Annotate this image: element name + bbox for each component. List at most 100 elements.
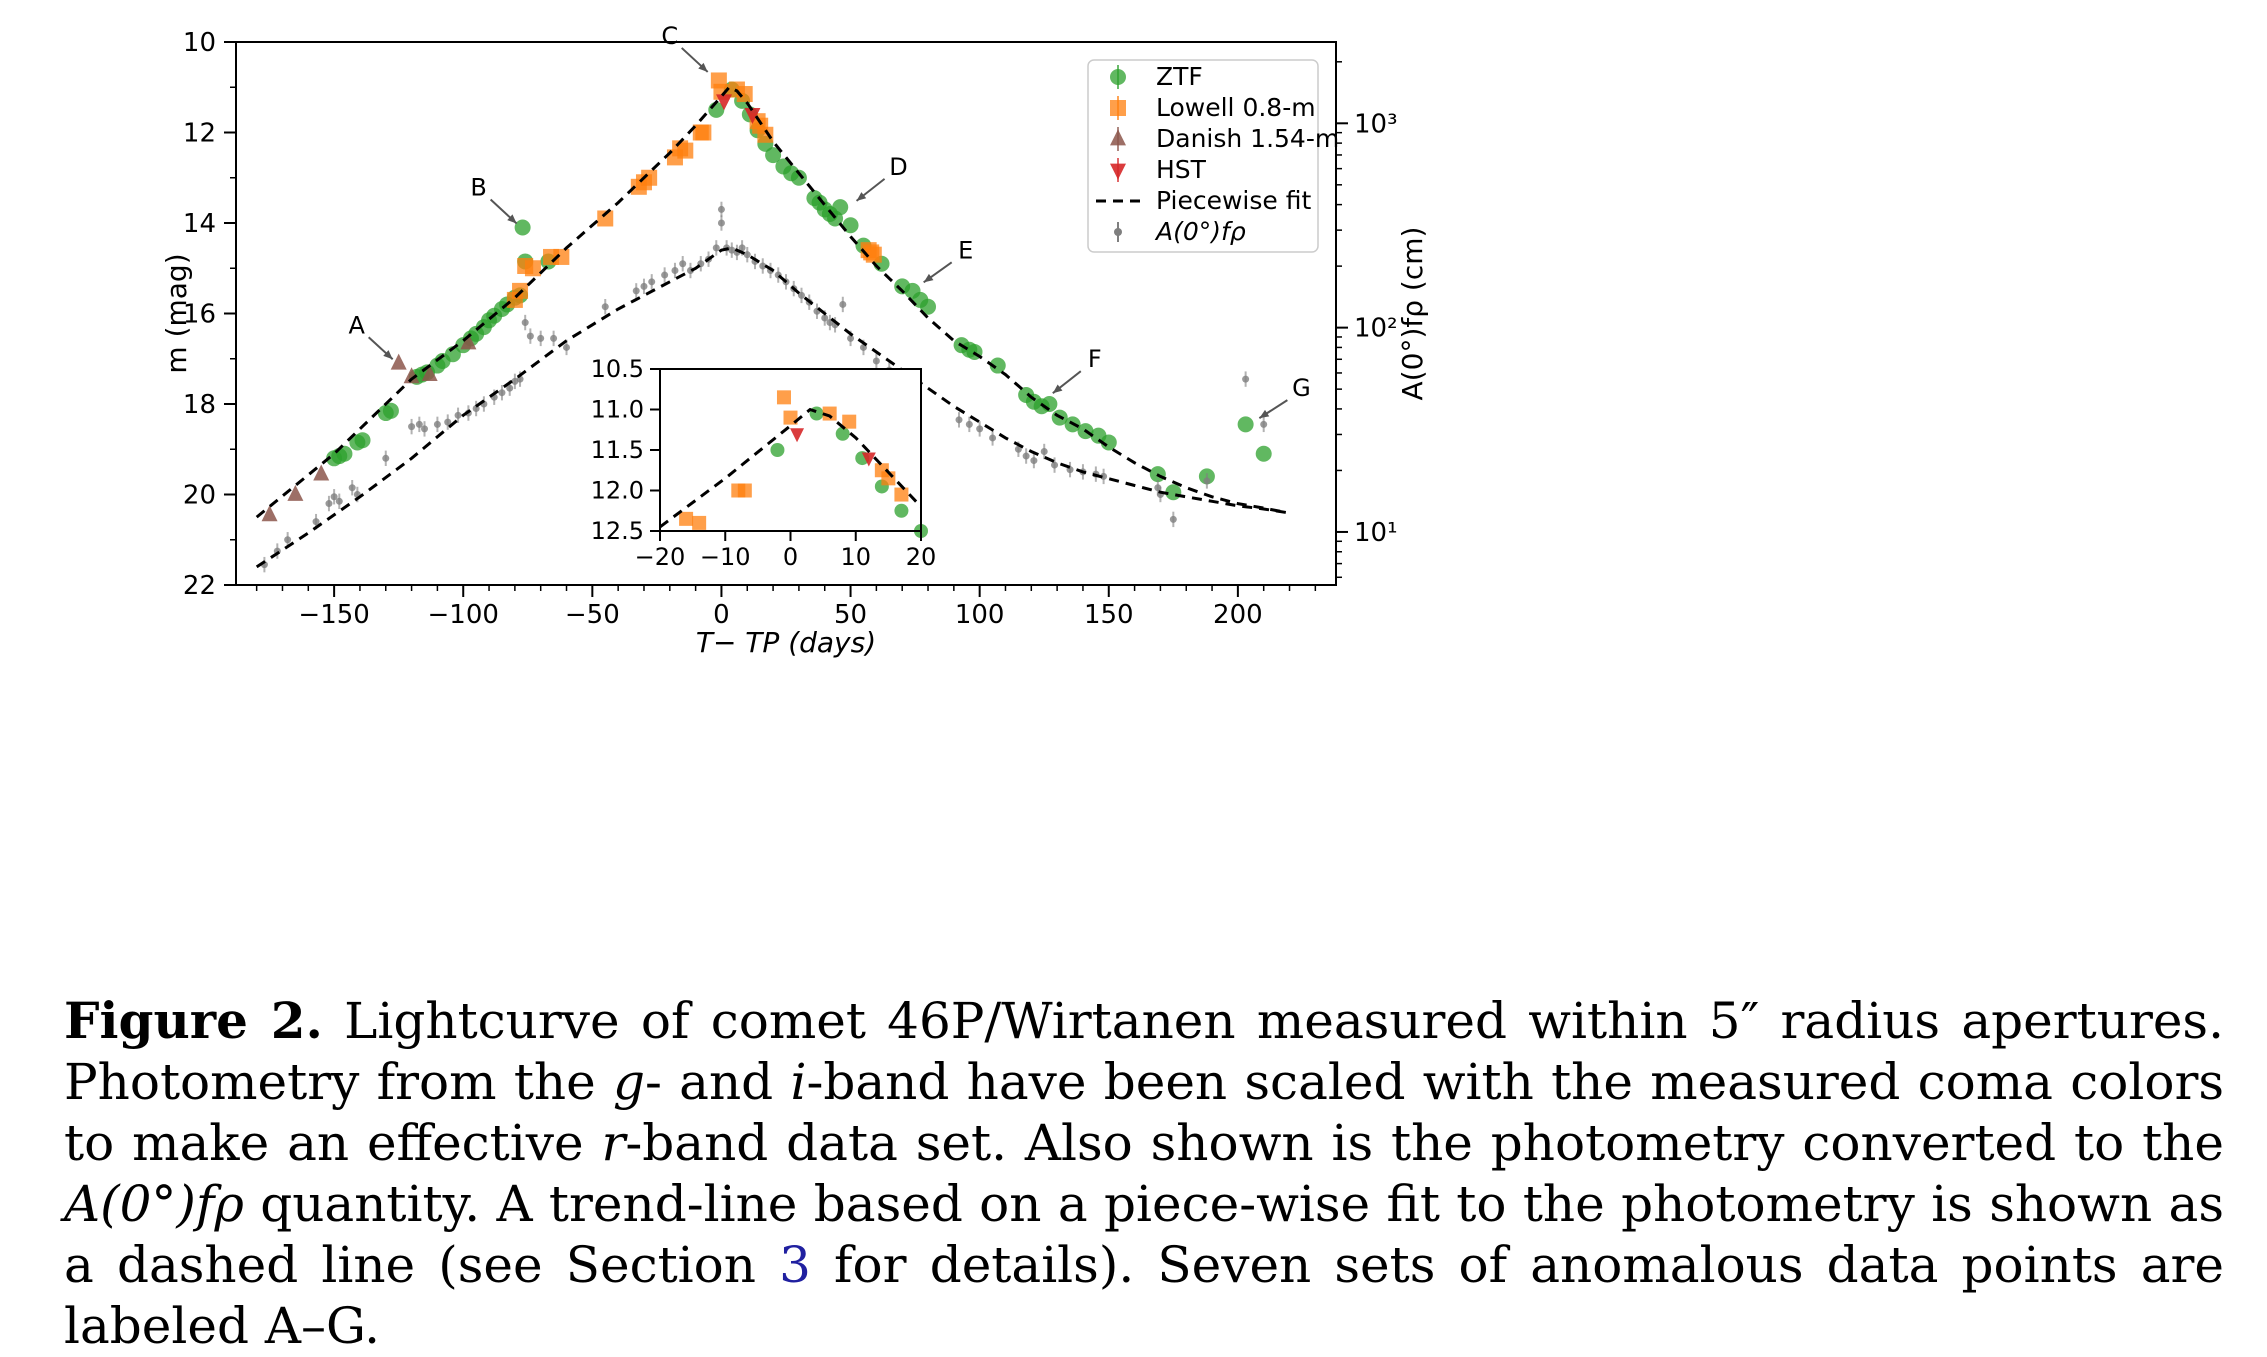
lightcurve-figure: −150 −100 −50 0 50 100 150 2001012141618202210¹… [160,22,1429,659]
annotation-arrowhead [1052,384,1063,394]
inset-point-lowell-0-8-m [822,406,837,421]
data-point-ztf [920,298,937,315]
x-tick-label: 0 [713,600,730,630]
data-point-a-0-f [1051,461,1059,469]
caption-r-band: r [601,1114,626,1172]
data-point-a-0-f [847,334,855,342]
data-point-ztf [354,432,371,449]
legend-box [1087,59,1319,253]
annotation-label: A [348,311,365,339]
caption-i-band: i [790,1053,807,1111]
legend-label-a-0-f: A(0°)fρ [1154,217,1246,246]
data-point-a-0-f [433,420,441,428]
data-point-a-0-f [325,500,333,508]
figure-caption: Figure 2. Lightcurve of comet 46P/Wirtan… [64,990,2224,1357]
legend-marker-danish-1-54-m [1110,129,1126,146]
legend-label-lowell-0-8-m: Lowell 0.8-m [1156,93,1316,122]
inset-point-hst [790,428,805,443]
data-point-a-0-f [976,425,984,433]
data-point-a-0-f [1022,452,1030,460]
annotation-label: B [470,174,486,202]
data-point-a-0-f [1242,375,1250,383]
inset-y-tick-label: 12.0 [591,477,644,505]
data-point-ztf [444,346,461,363]
y-tick-label: 14 [183,209,216,239]
inset-point-ztf [835,426,850,441]
data-point-a-0-f [444,418,452,426]
data-point-ztf [382,402,399,419]
legend-label-danish-1-54-m: Danish 1.54-m [1156,124,1339,153]
main-plot: −150 −100 −50 0 50 100 150 2001012141618202210¹… [160,22,1429,659]
inset-fit-line [659,407,923,529]
x-tick-label: 50 [834,600,867,630]
data-point-ztf [989,357,1006,374]
data-point-ztf [832,199,849,216]
data-point-lowell-0-8-m [695,124,712,141]
data-point-a-0-f [526,332,534,340]
annotation-arrowhead [507,214,517,224]
caption-text: -band data set. Also shown is the photom… [625,1114,2224,1172]
data-point-a-0-f [420,425,428,433]
inset-x-tick-label: −20 [635,543,686,571]
inset-data [659,390,928,538]
inset-point-ztf [894,503,909,518]
data-point-lowell-0-8-m [553,248,570,265]
data-point-a-0-f [1040,448,1048,456]
data-point-a-0-f [312,518,320,526]
fit-line-piecewise-fit [255,85,1288,519]
y-tick-label: 16 [183,300,216,330]
data-point-lowell-0-8-m [757,126,774,143]
data-point-a-0-f [965,420,973,428]
inset-y-tick-label: 10.5 [591,355,644,383]
data-point-danish-1-54-m [287,484,304,501]
data-point-ztf [765,147,782,164]
data-point-lowell-0-8-m [641,169,658,186]
inset-point-hst [861,452,876,467]
annotation-arrowhead [856,192,867,201]
data-point-a-0-f [661,271,669,279]
data-point-a-0-f [601,303,609,311]
annotation-label: F [1088,345,1102,373]
caption-text: - and [645,1053,791,1111]
inset-point-lowell-0-8-m [776,390,791,405]
data-point-danish-1-54-m [460,333,477,350]
y-tick-label: 18 [183,390,216,420]
data-point-a-0-f [712,244,720,252]
section-link[interactable]: 3 [779,1236,811,1294]
annotation-label: E [958,236,973,264]
data-point-a-0-f [330,493,338,501]
data-point-a-0-f [1014,445,1022,453]
data-point-danish-1-54-m [261,505,278,522]
data-point-ztf [1100,434,1117,451]
data-point-a-0-f [498,389,506,397]
x-axis-label: T− TP (days) [696,626,876,659]
data-point-a-0-f [408,423,416,431]
legend-marker-lowell-0-8-m [1110,100,1126,116]
inset-point-lowell-0-8-m [894,487,909,502]
legend-label-ztf: ZTF [1156,62,1203,91]
data-point-ztf [1255,445,1272,462]
caption-text: quantity. A trend-line based on a piece-… [64,1175,2224,1294]
data-point-a-0-f [955,416,963,424]
data-point-hst [716,94,733,111]
data-point-ztf [790,169,807,186]
data-point-a-0-f [738,244,746,252]
right-tick-label: 10³ [1354,109,1398,139]
data-point-danish-1-54-m [313,464,330,481]
data-point-danish-1-54-m [403,367,420,384]
x-tick-label: 200 [1213,600,1263,630]
data-point-ztf [842,217,859,234]
data-point-a-0-f [550,334,558,342]
y-tick-label: 12 [183,119,216,149]
data-point-a-0-f [679,260,687,268]
data-point-a-0-f [284,536,292,544]
data-point-a-0-f [648,278,656,286]
data-point-lowell-0-8-m [597,210,614,227]
annotation-label: D [889,153,907,181]
data-point-a-0-f [640,282,648,290]
inset-point-lowell-0-8-m [692,515,707,530]
data-point-a-0-f [759,262,767,270]
data-point-a-0-f [839,300,847,308]
data-point-ztf [1041,396,1058,412]
right-tick-label: 10² [1354,314,1398,344]
